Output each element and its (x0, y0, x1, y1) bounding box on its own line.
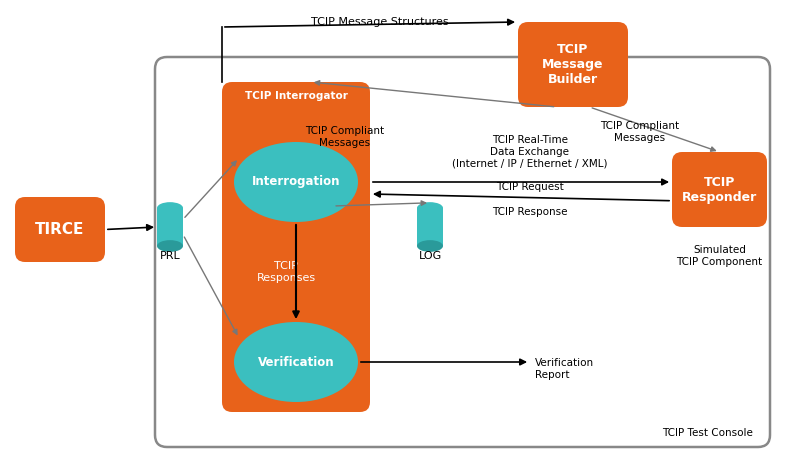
Text: TIRCE: TIRCE (35, 222, 85, 237)
Text: TCIP Test Console: TCIP Test Console (662, 428, 754, 438)
Bar (417, 208, 443, 246)
Bar (157, 208, 183, 246)
FancyBboxPatch shape (518, 22, 628, 107)
Ellipse shape (417, 240, 443, 252)
Text: TCIP Message Structures: TCIP Message Structures (311, 17, 449, 27)
Text: PRL: PRL (160, 251, 180, 261)
Ellipse shape (417, 202, 443, 214)
Text: Interrogation: Interrogation (252, 176, 340, 188)
Text: TCIP
Responder: TCIP Responder (682, 176, 757, 203)
Text: Simulated
TCIP Component: Simulated TCIP Component (677, 245, 762, 267)
Ellipse shape (234, 142, 358, 222)
FancyBboxPatch shape (222, 82, 370, 412)
Text: LOG: LOG (418, 251, 442, 261)
Text: Verification: Verification (258, 355, 334, 369)
Text: TCIP Interrogator: TCIP Interrogator (245, 91, 347, 101)
Text: Verification
Report: Verification Report (535, 358, 594, 380)
Ellipse shape (157, 240, 183, 252)
Text: TCIP
Message
Builder: TCIP Message Builder (542, 43, 604, 86)
Ellipse shape (157, 202, 183, 214)
Text: TCIP Request: TCIP Request (496, 182, 564, 192)
Text: TCIP Real-Time
Data Exchange
(Internet / IP / Ethernet / XML): TCIP Real-Time Data Exchange (Internet /… (452, 135, 608, 169)
Text: TCIP Response: TCIP Response (492, 207, 568, 217)
Text: TCIP Compliant
Messages: TCIP Compliant Messages (306, 126, 385, 148)
FancyBboxPatch shape (155, 57, 770, 447)
FancyBboxPatch shape (672, 152, 767, 227)
Ellipse shape (234, 322, 358, 402)
Text: TCIP
Responses: TCIP Responses (257, 261, 315, 283)
Text: TCIP Compliant
Messages: TCIP Compliant Messages (601, 121, 679, 143)
FancyBboxPatch shape (15, 197, 105, 262)
